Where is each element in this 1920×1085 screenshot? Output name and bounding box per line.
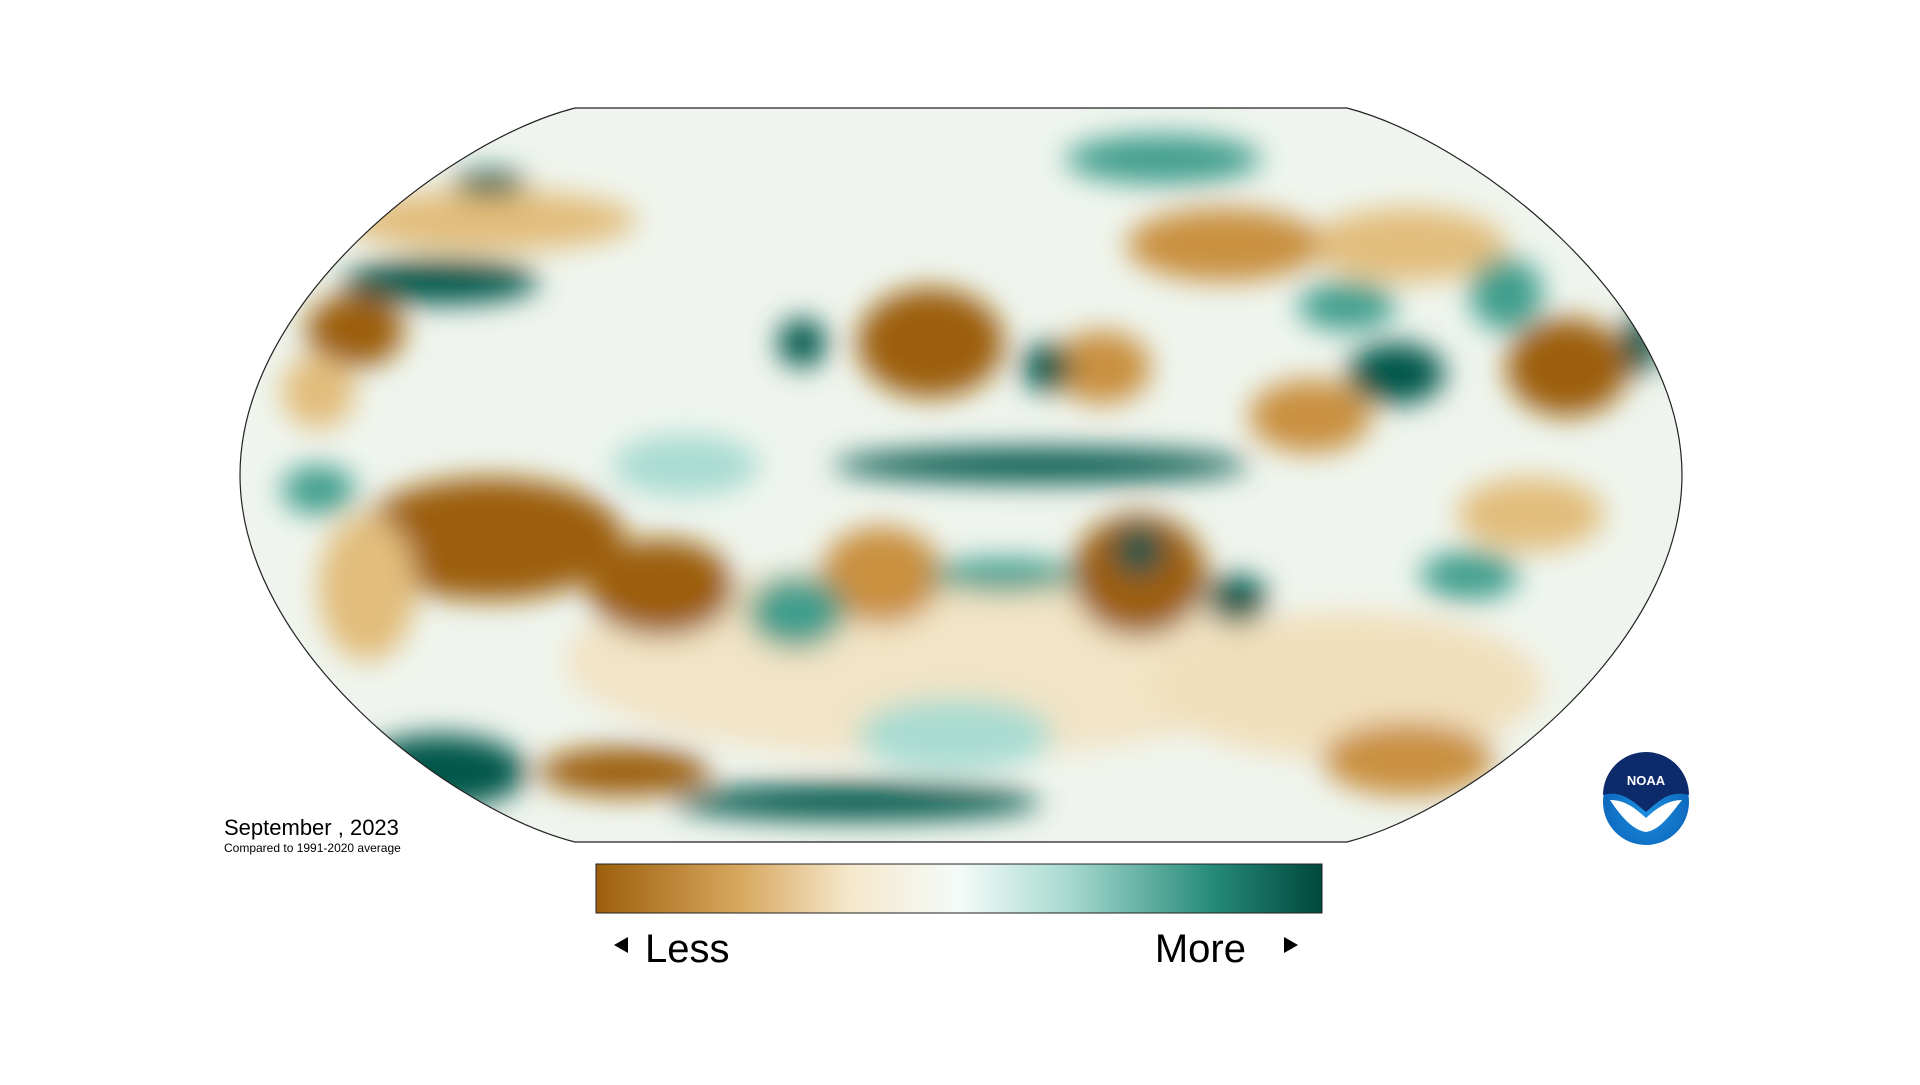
anomaly-region — [1420, 551, 1519, 600]
anomaly-region — [318, 514, 417, 662]
anomaly-region — [538, 746, 711, 796]
anomaly-region — [355, 477, 625, 600]
anomaly-region — [746, 575, 845, 649]
anomaly-region — [673, 783, 1041, 821]
anomaly-region — [832, 448, 1249, 483]
anomaly-region — [281, 465, 356, 515]
logo-top — [1603, 752, 1689, 812]
anomaly-region — [1053, 330, 1152, 405]
anomaly-region — [587, 538, 735, 637]
anomaly-region — [1297, 281, 1396, 331]
anomaly-region — [342, 189, 637, 252]
anomaly-region — [1346, 342, 1445, 405]
logo-text: NOAA — [1627, 773, 1666, 788]
more-label: More — [1155, 927, 1246, 971]
anomaly-region — [1506, 318, 1629, 417]
noaa-logo: NOAA — [1603, 752, 1689, 845]
anomaly-region — [820, 526, 943, 625]
anomaly-region — [1310, 208, 1507, 282]
map-date: September , 2023 — [224, 815, 399, 840]
anomaly-region — [777, 318, 827, 368]
anomaly-region — [453, 171, 527, 196]
less-arrow — [614, 937, 628, 953]
anomaly-region — [857, 287, 1005, 398]
map-subtitle: Compared to 1991-2020 average — [224, 841, 401, 855]
map-field — [240, 108, 1682, 842]
anomaly-region — [281, 355, 356, 429]
less-label: Less — [645, 927, 730, 971]
anomaly-region — [1322, 722, 1494, 796]
anomaly-region — [612, 434, 760, 496]
anomaly-region — [1248, 379, 1372, 454]
anomaly-region — [342, 259, 539, 304]
anomaly-region — [1114, 526, 1164, 576]
anomaly-region — [1065, 134, 1262, 184]
anomaly-region — [1457, 477, 1605, 552]
anomaly-region — [1022, 342, 1072, 392]
map-outline — [239, 107, 1683, 843]
anomaly-region — [1071, 514, 1207, 637]
anomaly-region — [355, 734, 527, 809]
anomaly-region — [1469, 257, 1543, 331]
anomaly-region — [1126, 208, 1323, 282]
anomaly-field — [281, 134, 1660, 821]
anomaly-region — [857, 697, 1054, 772]
anomaly-region — [1151, 612, 1543, 760]
anomaly-region — [1206, 575, 1268, 625]
anomaly-region — [306, 293, 405, 368]
logo-gull — [1610, 800, 1682, 832]
more-arrow — [1284, 937, 1298, 953]
anomaly-region — [1622, 312, 1660, 374]
anomaly-region — [930, 558, 1078, 593]
color-scale — [595, 863, 1323, 914]
